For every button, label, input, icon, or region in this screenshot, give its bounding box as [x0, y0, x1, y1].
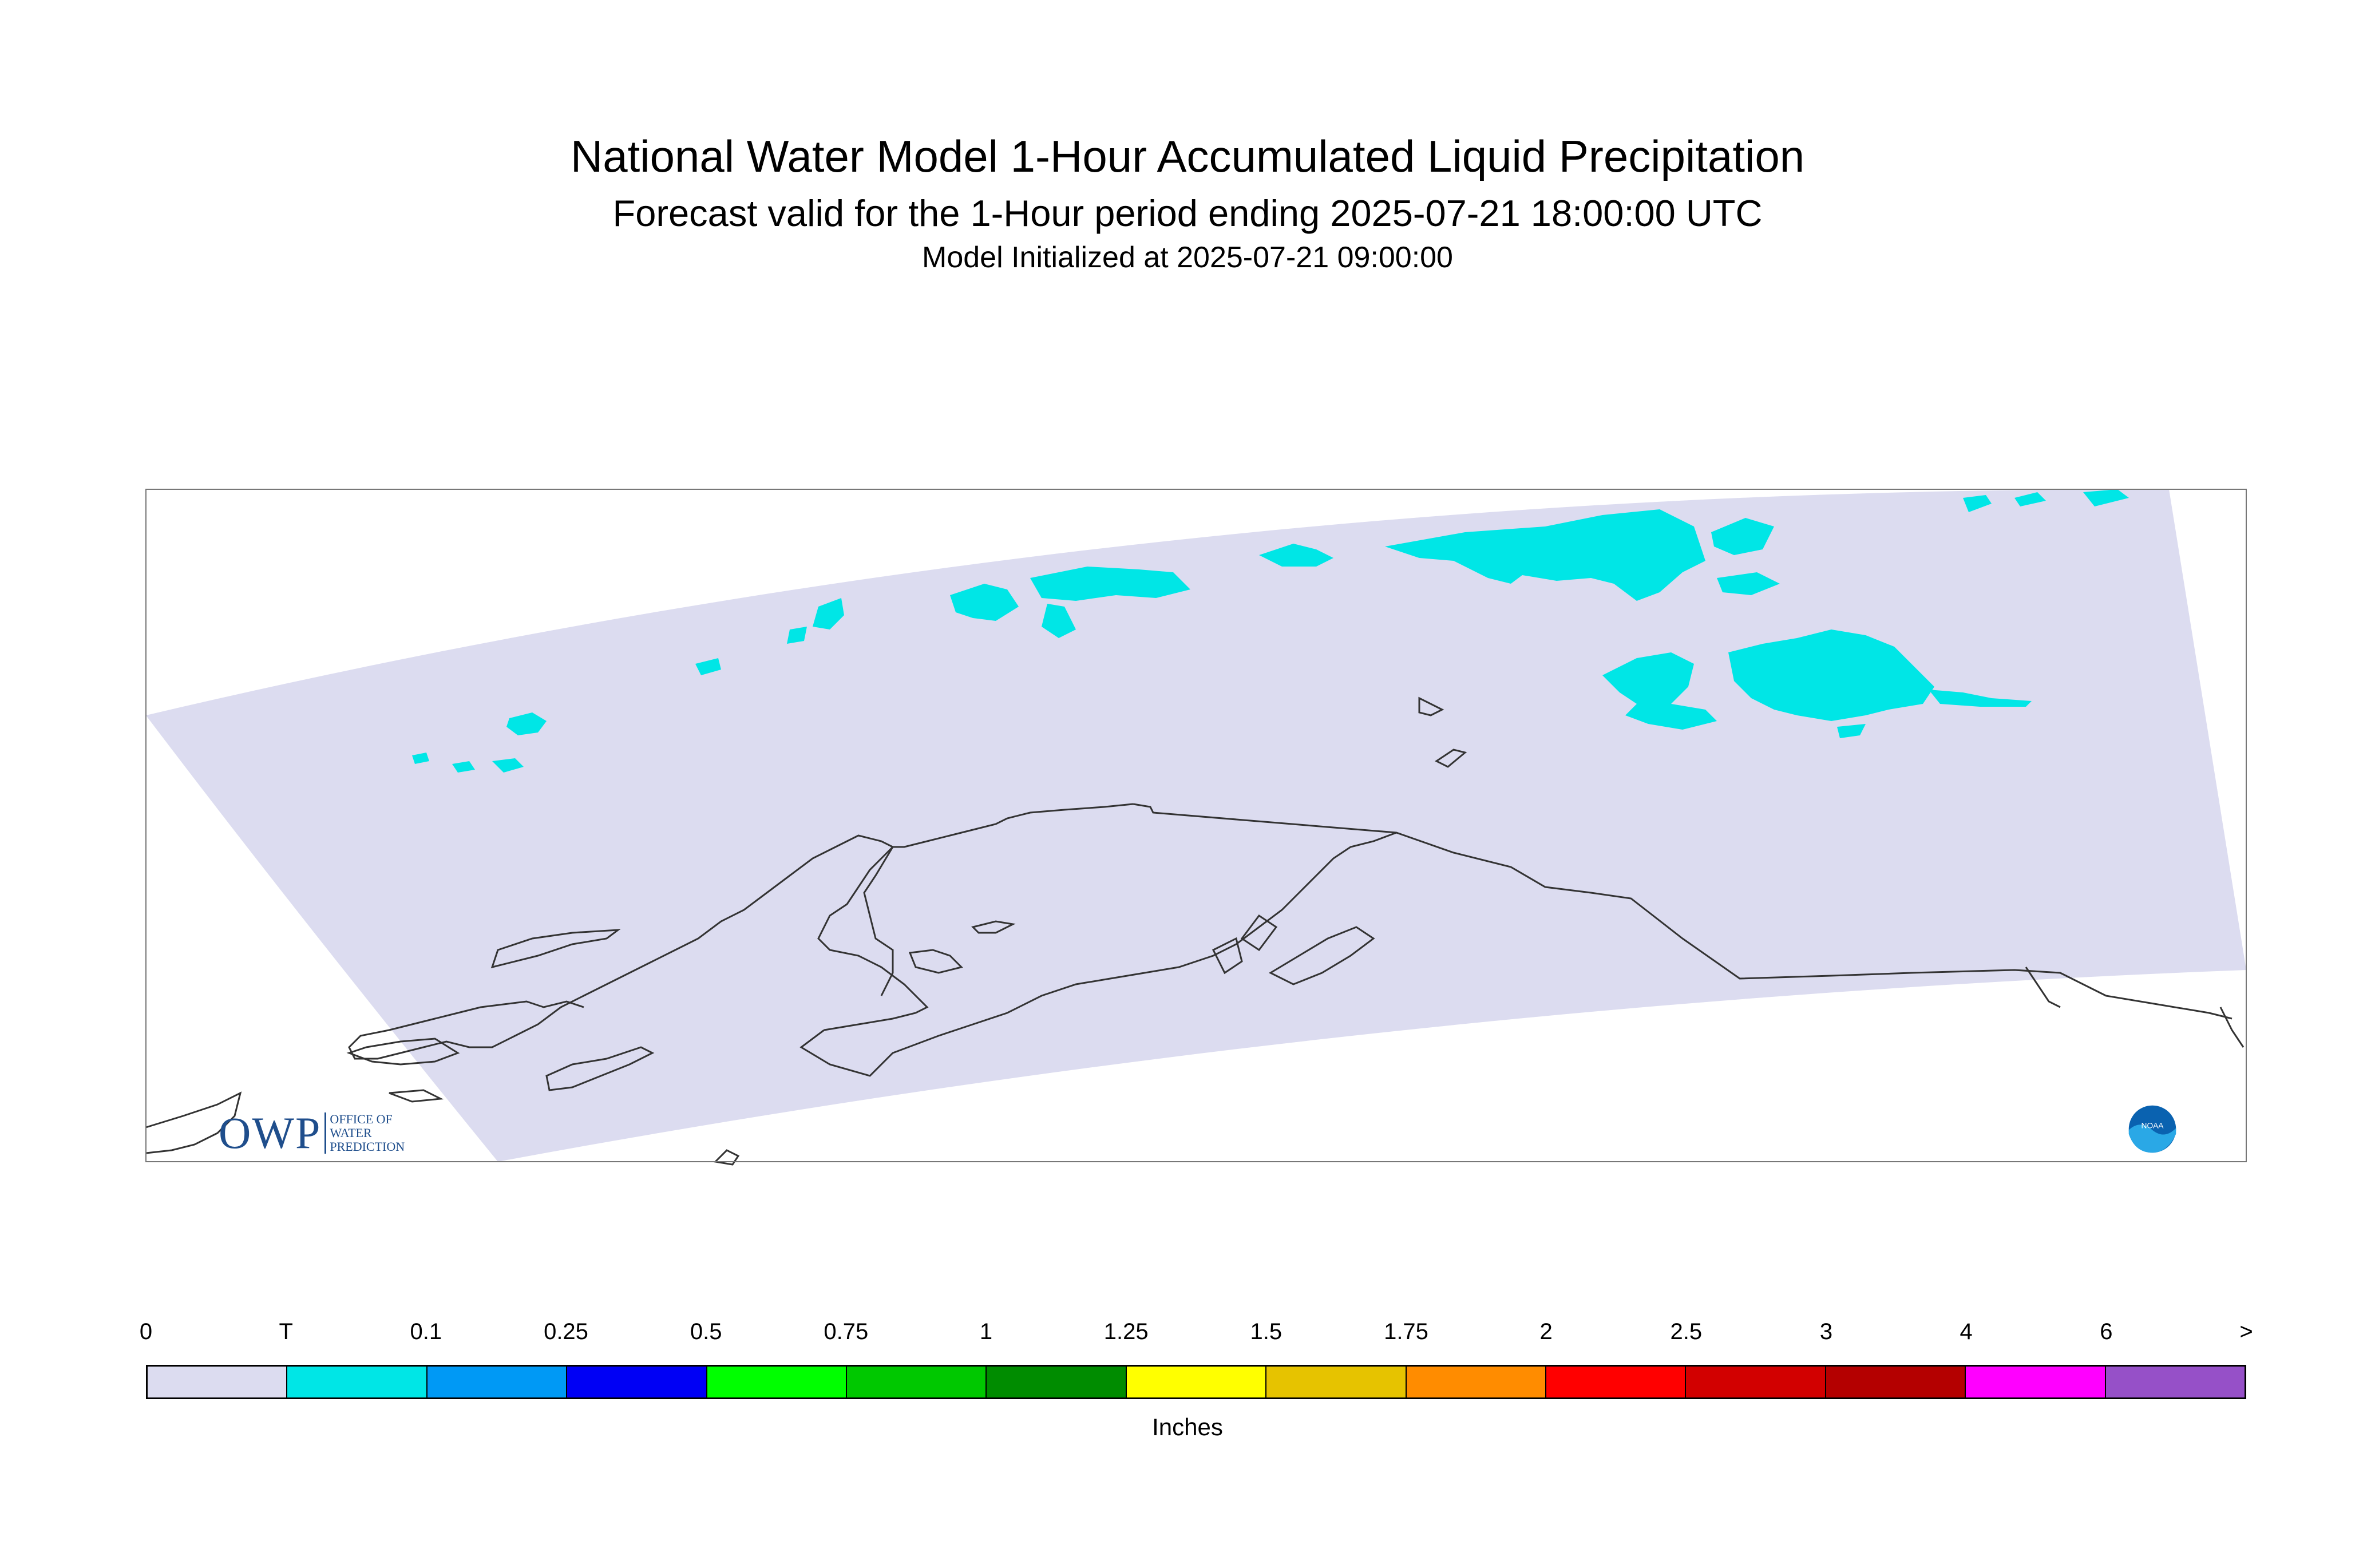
precip-area [787, 627, 807, 644]
coastline [145, 1091, 242, 1154]
legend-tick-label: 1.5 [1250, 1319, 1282, 1344]
precip-area [1929, 690, 2032, 707]
init-time: Model Initialized at 2025-07-21 09:00:00 [922, 241, 1453, 274]
coastline [1435, 749, 1467, 768]
legend-tick-label: 0.25 [544, 1319, 588, 1344]
legend-tick-label: 6 [2100, 1319, 2113, 1344]
precip-area [1728, 629, 1934, 721]
precip-area [1717, 572, 1780, 595]
legend-tick-label: 1.75 [1384, 1319, 1428, 1344]
legend-swatch [148, 1367, 288, 1397]
legend-tick-label: 0.75 [824, 1319, 869, 1344]
legend-swatch [1126, 1367, 1267, 1397]
coastline [348, 834, 893, 1060]
precip-area [412, 753, 429, 764]
legend-tick-label: 0.5 [690, 1319, 722, 1344]
owp-logo: OWP OFFICE OF WATER PREDICTION [219, 1107, 405, 1159]
legend-swatch [567, 1367, 707, 1397]
coastline [893, 803, 1134, 848]
coastline [1240, 914, 1278, 952]
precip-area [950, 584, 1019, 621]
precip-area [1711, 518, 1774, 555]
precip-area [1259, 544, 1333, 567]
precip-area [813, 598, 844, 629]
coastline [2219, 1007, 2245, 1048]
owp-mark: OWP [219, 1108, 322, 1158]
precip-area [1042, 604, 1076, 638]
legend-tick-labels: 0 T 0.1 0.25 0.5 0.75 1 1.25 1.5 1.75 2 2.5 3 4 6 > [0, 1319, 2375, 1353]
map-subtitle: Forecast valid for the 1-Hour period end… [612, 192, 1763, 234]
legend-swatch [1686, 1367, 1826, 1397]
precip-area [1837, 724, 1866, 738]
legend-units: Inches [1152, 1413, 1223, 1440]
legend-tick-label: > [2239, 1319, 2253, 1344]
coastline [346, 1038, 460, 1066]
coastline [2025, 967, 2061, 1008]
coastline [1268, 926, 1375, 985]
precip-area [1385, 509, 1705, 601]
legend-tick-label: 0 [139, 1319, 153, 1344]
precip-area [1602, 652, 1717, 730]
legend-swatch [2105, 1367, 2245, 1397]
coastline [863, 846, 894, 996]
legend-swatch [287, 1367, 428, 1397]
legend-swatch [1826, 1367, 1966, 1397]
coastline [545, 1046, 655, 1091]
model-domain [146, 489, 2246, 1162]
legend-swatch [427, 1367, 568, 1397]
coastline [1418, 696, 1444, 716]
precip-area [452, 761, 475, 773]
owp-subtext: OFFICE OF WATER PREDICTION [324, 1112, 405, 1154]
legend-tick-label: 2 [1539, 1319, 1553, 1344]
precip-area [1963, 495, 1992, 512]
legend-swatch [1546, 1367, 1687, 1397]
precip-area [492, 758, 524, 773]
precip-area [695, 658, 721, 675]
noaa-logo: NOAA [2128, 1105, 2176, 1153]
legend-swatch [1266, 1367, 1407, 1397]
legend-tick-label: 4 [1960, 1319, 1973, 1344]
legend-tick-label: 1 [979, 1319, 993, 1344]
map-title: National Water Model 1-Hour Accumulated … [570, 131, 1805, 181]
precip-area [506, 712, 547, 735]
legend-colorbar [146, 1365, 2246, 1399]
legend-tick-label: 1.25 [1103, 1319, 1149, 1344]
coastline [971, 920, 1016, 934]
legend-swatch [1406, 1367, 1547, 1397]
coastline [799, 831, 1397, 1077]
legend-tick-label: T [279, 1319, 293, 1344]
coastline [1212, 937, 1243, 975]
precip-area [2083, 489, 2129, 506]
precip-areas [412, 489, 2129, 773]
coastlines [145, 696, 2245, 1166]
svg-text:NOAA: NOAA [2142, 1121, 2164, 1130]
legend-swatch [847, 1367, 987, 1397]
legend-swatch [707, 1367, 848, 1397]
coastline [817, 846, 929, 1031]
legend-swatch [1966, 1367, 2106, 1397]
legend-tick-label: 0.1 [410, 1319, 442, 1344]
legend-swatch [987, 1367, 1127, 1397]
coastline [713, 1149, 740, 1166]
coastline [389, 1089, 444, 1103]
coastline [908, 949, 963, 974]
legend-tick-label: 2.5 [1670, 1319, 1703, 1344]
precip-area [1030, 567, 1190, 601]
coastline [490, 929, 621, 969]
legend-tick-label: 3 [1819, 1319, 1833, 1344]
precip-area [2014, 492, 2046, 506]
map-frame [145, 489, 2247, 1162]
